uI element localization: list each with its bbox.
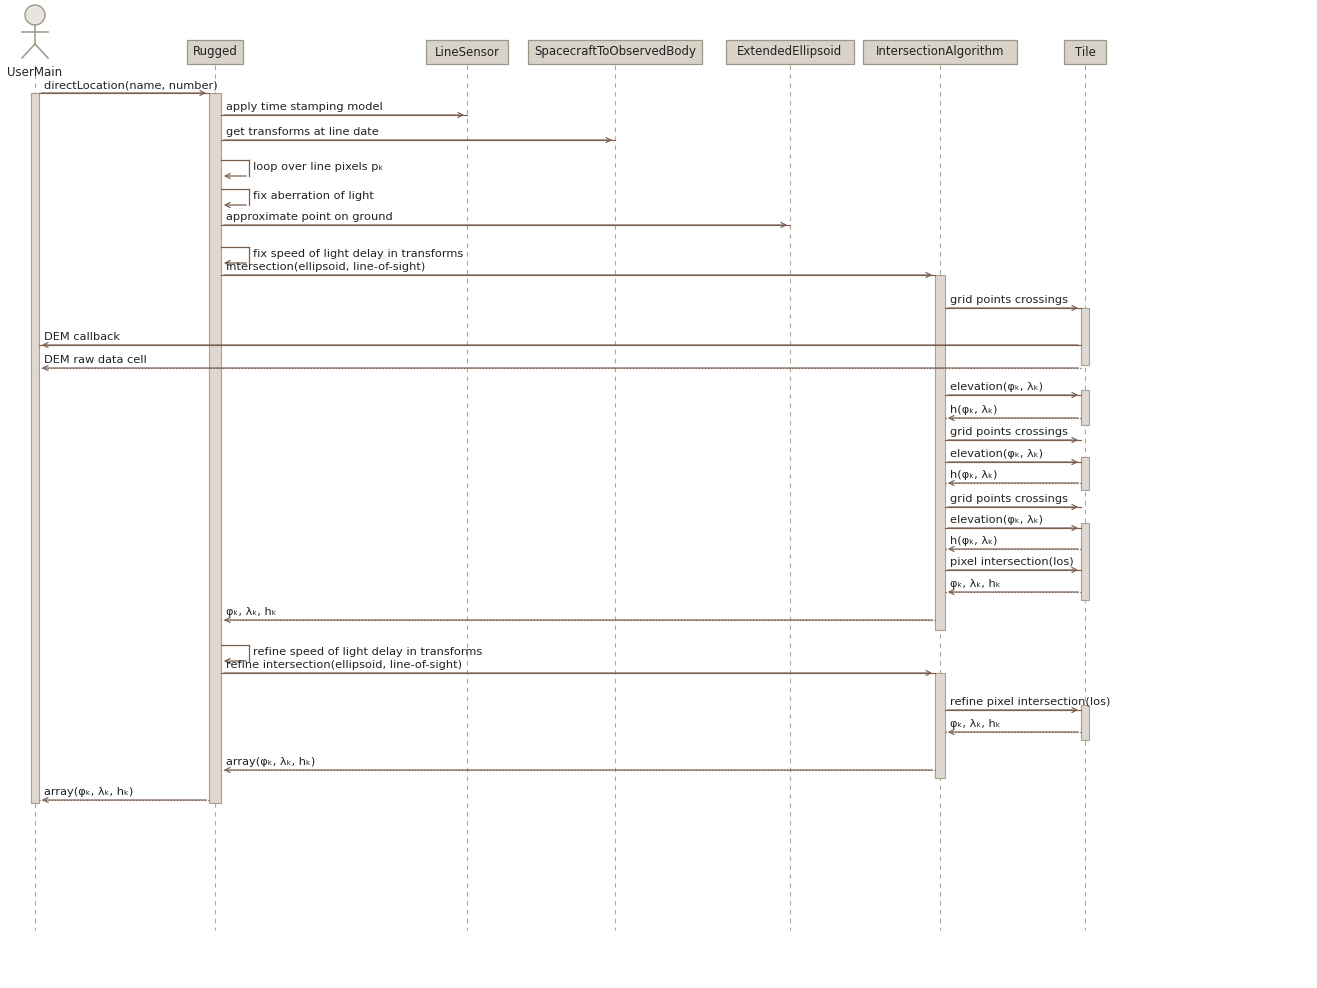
Text: refine intersection(ellipsoid, line-of-sight): refine intersection(ellipsoid, line-of-s…: [227, 660, 462, 670]
Bar: [1081, 308, 1089, 365]
Text: fix speed of light delay in transforms: fix speed of light delay in transforms: [253, 249, 464, 259]
Circle shape: [25, 5, 45, 25]
Text: pixel intersection(los): pixel intersection(los): [950, 557, 1073, 567]
Text: UserMain: UserMain: [8, 66, 63, 79]
Text: Rugged: Rugged: [192, 45, 237, 58]
Text: h(φₖ, λₖ): h(φₖ, λₖ): [950, 536, 997, 546]
Text: directLocation(name, number): directLocation(name, number): [43, 80, 217, 90]
Text: φₖ, λₖ, hₖ: φₖ, λₖ, hₖ: [950, 719, 1001, 729]
Text: elevation(φₖ, λₖ): elevation(φₖ, λₖ): [950, 449, 1043, 459]
Text: DEM callback: DEM callback: [43, 332, 120, 342]
Bar: [1081, 390, 1089, 425]
Bar: [32, 93, 40, 803]
Text: elevation(φₖ, λₖ): elevation(φₖ, λₖ): [950, 515, 1043, 525]
Text: h(φₖ, λₖ): h(φₖ, λₖ): [950, 470, 997, 480]
Text: φₖ, λₖ, hₖ: φₖ, λₖ, hₖ: [227, 607, 277, 617]
Bar: [726, 40, 855, 64]
Text: array(φₖ, λₖ, hₖ): array(φₖ, λₖ, hₖ): [43, 787, 133, 797]
Bar: [528, 40, 702, 64]
Text: array(φₖ, λₖ, hₖ): array(φₖ, λₖ, hₖ): [227, 757, 315, 767]
Text: Tile: Tile: [1075, 45, 1096, 58]
Text: LineSensor: LineSensor: [435, 45, 499, 58]
Text: DEM raw data cell: DEM raw data cell: [43, 355, 146, 365]
Bar: [1081, 523, 1089, 600]
Text: refine pixel intersection(los): refine pixel intersection(los): [950, 697, 1110, 707]
Text: apply time stamping model: apply time stamping model: [227, 102, 383, 112]
Bar: [425, 40, 508, 64]
Text: IntersectionAlgorithm: IntersectionAlgorithm: [876, 45, 1005, 58]
Bar: [1081, 705, 1089, 740]
Text: fix aberration of light: fix aberration of light: [253, 191, 374, 201]
Text: ExtendedEllipsoid: ExtendedEllipsoid: [738, 45, 843, 58]
Bar: [1064, 40, 1106, 64]
Text: approximate point on ground: approximate point on ground: [227, 212, 392, 222]
Bar: [1081, 457, 1089, 490]
Text: grid points crossings: grid points crossings: [950, 427, 1068, 437]
Bar: [209, 93, 221, 803]
Text: φₖ, λₖ, hₖ: φₖ, λₖ, hₖ: [950, 579, 1001, 589]
Bar: [187, 40, 242, 64]
Text: intersection(ellipsoid, line-of-sight): intersection(ellipsoid, line-of-sight): [227, 262, 425, 272]
Text: loop over line pixels pₖ: loop over line pixels pₖ: [253, 162, 383, 172]
Bar: [863, 40, 1017, 64]
Text: h(φₖ, λₖ): h(φₖ, λₖ): [950, 405, 997, 415]
Bar: [935, 275, 946, 630]
Bar: [935, 673, 946, 778]
Text: grid points crossings: grid points crossings: [950, 494, 1068, 504]
Text: get transforms at line date: get transforms at line date: [227, 127, 379, 137]
Text: refine speed of light delay in transforms: refine speed of light delay in transform…: [253, 647, 482, 657]
Text: grid points crossings: grid points crossings: [950, 295, 1068, 305]
Text: SpacecraftToObservedBody: SpacecraftToObservedBody: [533, 45, 695, 58]
Text: elevation(φₖ, λₖ): elevation(φₖ, λₖ): [950, 382, 1043, 392]
